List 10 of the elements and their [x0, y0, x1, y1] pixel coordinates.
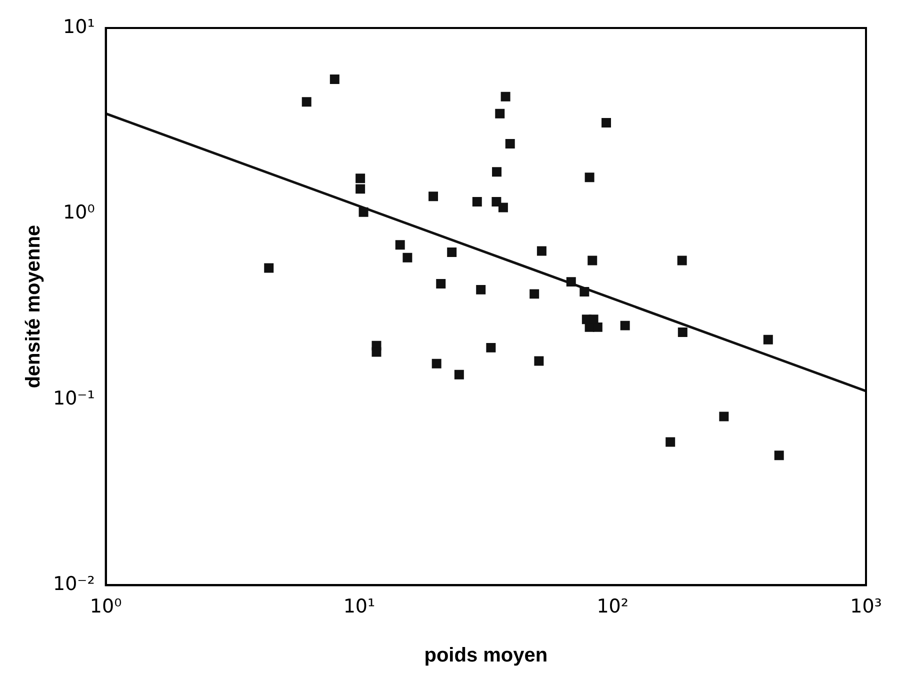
y-tick-label: 10⁻¹	[52, 387, 95, 410]
y-axis-title: densité moyenne	[22, 224, 45, 388]
y-tick-label: 10¹	[63, 16, 95, 38]
x-axis-title: poids moyen	[424, 644, 548, 667]
y-tick-label: 10⁰	[63, 202, 95, 224]
x-tick-label: 10¹	[343, 596, 376, 618]
x-tick-label: 10²	[596, 596, 629, 618]
x-tick-label: 10³	[850, 596, 882, 618]
y-tick-label: 10⁻²	[52, 573, 95, 596]
x-tick-label: 10⁰	[90, 596, 122, 618]
